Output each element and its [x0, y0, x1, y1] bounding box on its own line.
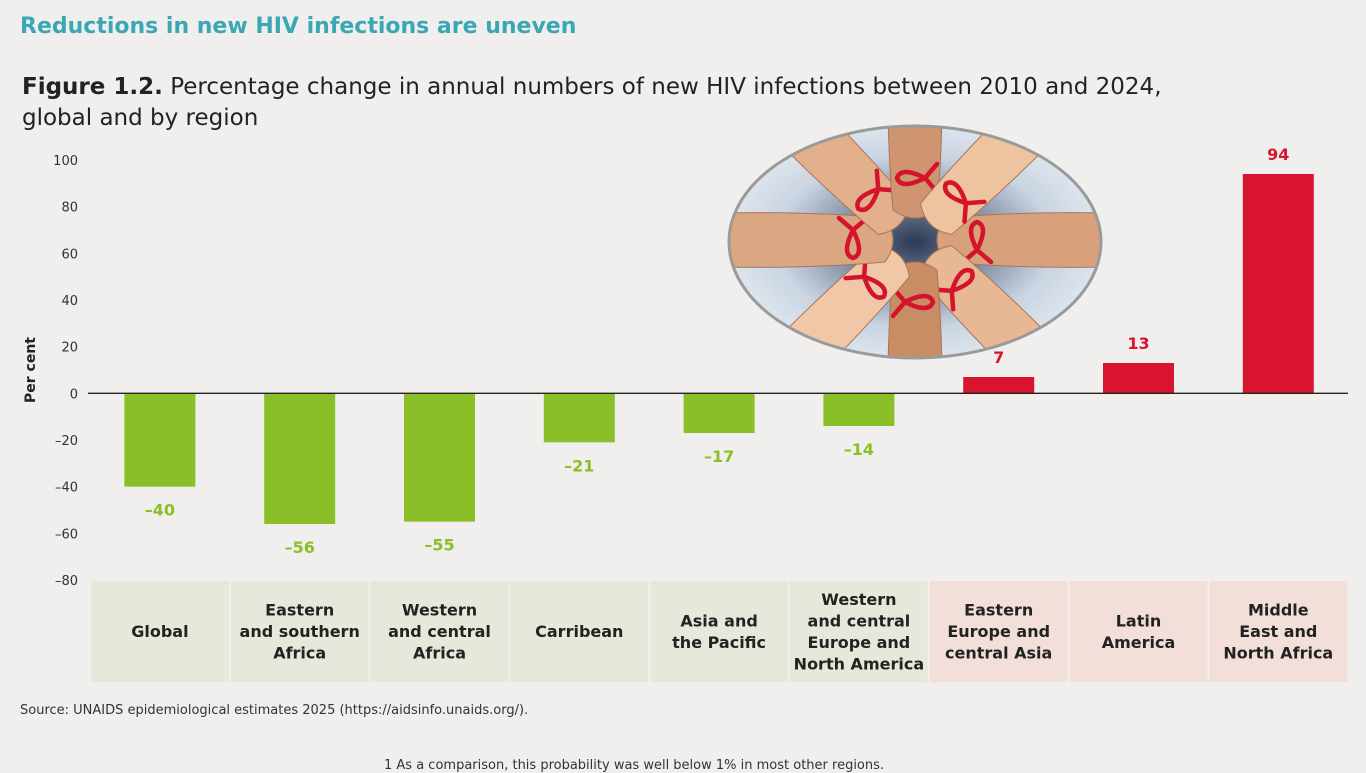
y-tick-label: 0	[70, 387, 78, 402]
y-tick-label: –40	[55, 481, 78, 496]
category-label: Europe and	[947, 622, 1050, 641]
category-label: Eastern	[964, 601, 1033, 620]
bar	[1242, 174, 1314, 394]
y-axis-label: Per cent	[23, 337, 39, 403]
figure-title-text: Percentage change in annual numbers of n…	[170, 74, 1162, 100]
bar	[543, 393, 615, 443]
value-label: –56	[285, 538, 315, 557]
y-tick-label: 60	[61, 247, 78, 262]
category-label-box	[790, 581, 928, 682]
y-tick-label: 20	[61, 341, 78, 356]
bar	[963, 377, 1035, 394]
category-label-box	[929, 581, 1068, 682]
y-tick-label: 80	[61, 201, 78, 216]
source-note: Source: UNAIDS epidemiological estimates…	[20, 703, 529, 718]
category-label: and central	[388, 622, 491, 641]
value-label: –14	[844, 440, 874, 459]
hand-shape	[729, 212, 894, 268]
value-label: –40	[145, 501, 175, 520]
category-label: and southern	[240, 622, 360, 641]
category-label: Western	[821, 590, 896, 609]
category-label: Europe and	[808, 633, 911, 652]
category-label-box	[91, 581, 229, 682]
value-label: 94	[1267, 145, 1289, 164]
category-label: Middle	[1248, 601, 1309, 620]
bar	[124, 393, 196, 487]
category-label-box	[1069, 581, 1208, 682]
category-label: East and	[1239, 622, 1317, 641]
y-tick-label: –80	[55, 574, 78, 589]
category-label: central Asia	[945, 644, 1052, 663]
y-tick-label: –20	[55, 434, 78, 449]
category-label-box	[230, 581, 369, 682]
category-label-box	[650, 581, 788, 682]
category-label: North America	[794, 654, 924, 673]
category-label: Africa	[273, 644, 326, 663]
category-label-box	[510, 581, 649, 682]
category-label-box	[370, 581, 509, 682]
footnote: 1 As a comparison, this probability was …	[384, 758, 885, 773]
category-label: Latin	[1116, 611, 1162, 630]
value-label: 7	[993, 348, 1004, 367]
category-label: the Pacific	[672, 633, 766, 652]
bar	[404, 393, 475, 522]
category-label: Western	[402, 601, 477, 620]
category-label: and central	[808, 611, 911, 630]
bar	[1103, 363, 1174, 394]
red-ribbon-hands-icon	[727, 124, 1103, 360]
value-label: –55	[424, 536, 454, 555]
category-label: North Africa	[1223, 644, 1333, 663]
y-tick-label: 40	[61, 294, 78, 309]
bar	[683, 393, 755, 433]
category-label: Eastern	[265, 601, 334, 620]
hand-shape	[920, 245, 1097, 358]
figure-title: Figure 1.2. Percentage change in annual …	[22, 72, 1222, 134]
value-label: –21	[564, 456, 594, 475]
category-label: America	[1102, 633, 1176, 652]
category-label: Global	[131, 622, 188, 641]
bar	[823, 393, 895, 426]
bar	[264, 393, 336, 524]
bar-chart: 100 80 60 40 20 0 –20 –40 –60 –80 Per cent Global Ea…	[23, 145, 1348, 682]
category-label: Asia and	[680, 611, 757, 630]
category-label: Africa	[413, 644, 466, 663]
hand-shape	[936, 212, 1101, 268]
y-tick-label: –60	[55, 527, 78, 542]
y-tick-label: 100	[53, 154, 78, 169]
category-label-box	[1209, 581, 1348, 682]
figure-title-line2: global and by region	[22, 105, 259, 131]
section-heading: Reductions in new HIV infections are une…	[20, 14, 577, 39]
figure-number: Figure 1.2.	[22, 74, 163, 100]
category-label: Carribean	[535, 622, 623, 641]
value-label: –17	[704, 447, 734, 466]
ribbon-hands-photo	[725, 122, 1105, 362]
value-label: 13	[1127, 334, 1149, 353]
